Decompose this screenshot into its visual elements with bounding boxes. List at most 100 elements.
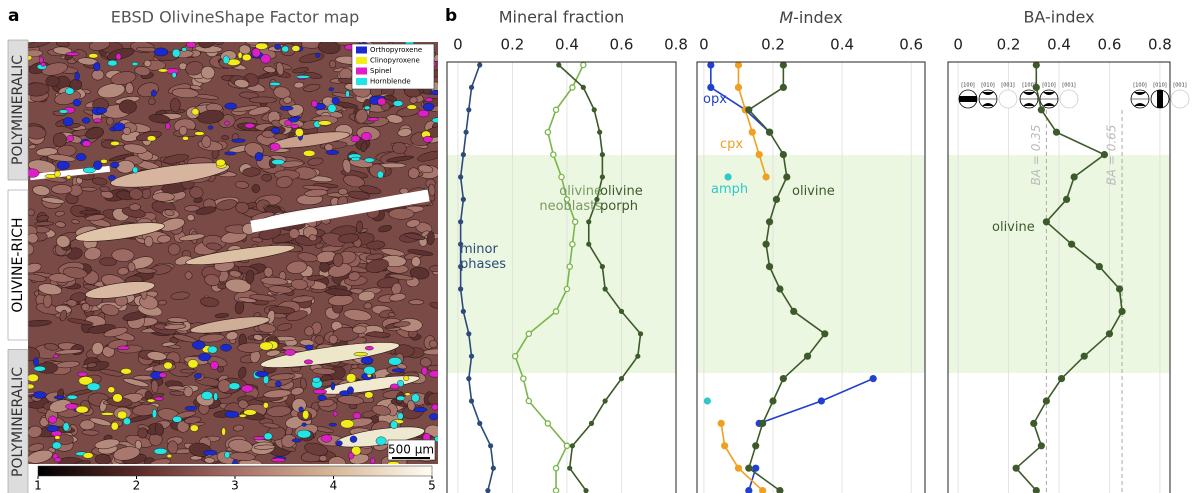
phase-grain [229,383,240,390]
phase-grain [404,376,409,381]
phase-grain [39,57,43,63]
ebsd-map [16,34,449,471]
phase-grain [242,54,251,61]
grain [364,302,373,309]
phase-grain [33,358,38,367]
phase-grain [65,88,74,95]
phase-grain [159,373,166,378]
grain [204,457,215,463]
phase-grain [225,103,237,109]
phase-grain [321,435,332,443]
phase-grain [27,374,38,382]
phase-grain [216,159,225,166]
phase-grain [297,430,311,438]
grain [81,303,89,311]
phase-grain [263,402,268,408]
grain [221,135,228,140]
data-point [600,174,605,179]
grain [148,98,156,106]
phase-grain [113,123,125,131]
zone-label: POLYMINERALIC [10,55,26,165]
phase-grain [364,158,374,163]
data-point [469,85,474,90]
phase-grain [93,161,102,170]
phase-grain [192,341,205,349]
phase-grain [423,136,432,142]
phase-grain [349,452,354,459]
data-point [573,219,578,224]
data-point [735,84,742,91]
data-point [564,286,569,291]
phase-grain [331,382,335,390]
phase-grain [270,143,280,151]
data-point [752,442,759,449]
data-point [1068,241,1075,248]
data-point [707,84,714,91]
phase-grain [83,167,95,173]
data-point [521,376,526,381]
phase-grain [147,399,155,402]
data-point [870,375,877,382]
phase-grain [351,136,360,143]
phase-grain [190,425,198,432]
x-tick-label: 0.4 [1047,36,1071,54]
pole-axis-label: [010] [1042,83,1055,89]
phase-grain [232,139,246,143]
phase-grain [59,110,68,114]
phase-grain [329,88,334,92]
data-point [790,308,797,315]
legend-swatch [356,68,367,75]
data-point [592,107,597,112]
data-point [745,106,752,113]
colorbar-tick-label: 3 [231,479,239,493]
phase-grain [121,368,132,374]
phase-grain [151,90,156,97]
data-point [619,309,624,314]
series-label: olivine porph [600,184,650,214]
chart-title: Mineral fraction [499,8,625,27]
x-tick-label: 0 [453,36,463,54]
phase-grain [284,349,295,355]
series-label: olivine neoblasts [536,184,602,214]
phase-grain [347,387,353,394]
pole-figure [1060,90,1078,108]
panel-label: a [8,6,19,26]
phase-grain [364,106,370,110]
phase-grain [332,97,339,104]
phase-grain [83,452,93,458]
data-point [704,397,711,404]
x-tick-label: 0.4 [555,36,579,54]
data-point [818,397,825,404]
pole-axis-label: [100] [961,83,974,89]
data-point [821,330,828,337]
pole-figure [1171,90,1189,108]
phase-grain [117,411,127,419]
title-part: M [779,8,793,27]
phase-grain [48,416,56,423]
phase-grain [194,373,201,378]
grain [409,300,424,305]
x-tick-label: 0.8 [664,36,688,54]
phase-grain [305,345,313,350]
data-point [488,443,493,448]
phase-grain [172,49,180,57]
phase-grain [182,47,187,51]
phase-grain [361,132,372,140]
data-point [1038,442,1045,449]
phase-grain [367,118,379,121]
phase-grain [41,62,46,66]
phase-grain [272,159,285,164]
data-point [461,309,466,314]
data-point [780,151,787,158]
x-tick-label: 0.2 [500,36,524,54]
chart-title: M-index [779,8,842,27]
data-point [551,152,556,157]
pole-figure [999,90,1017,108]
grain [314,335,324,345]
phase-grain [260,342,273,350]
data-point [463,130,468,135]
phase-grain [429,371,441,378]
phase-grain [111,162,120,168]
data-point [762,241,769,248]
data-point [766,218,773,225]
